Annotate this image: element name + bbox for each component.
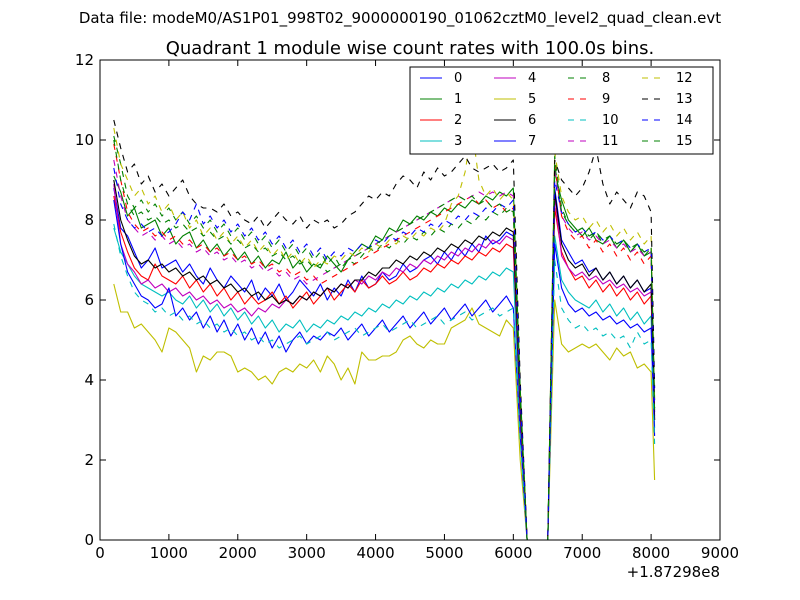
series-6-line [113,179,656,541]
x-tick-label: 4000 [356,544,394,562]
legend-label-11: 11 [602,134,619,149]
series-11-line [113,159,656,541]
series-3-line [113,227,656,541]
legend-label-9: 9 [602,92,610,107]
legend-label-8: 8 [602,71,610,86]
suptitle: Data file: modeM0/AS1P01_998T02_90000001… [79,9,721,28]
series-14-line [113,167,656,541]
x-tick-label: 7000 [563,544,601,562]
x-tick-label: 2000 [219,544,257,562]
series-1-line [113,171,656,541]
x-tick-label: 8000 [632,544,670,562]
series-9-line [113,143,656,541]
legend-label-13: 13 [676,92,693,107]
series-12-line [113,127,656,541]
legend-label-4: 4 [528,71,536,86]
y-tick-label: 10 [75,131,94,149]
x-tick-label: 9000 [701,544,739,562]
legend-label-7: 7 [528,134,536,149]
y-tick-label: 4 [84,371,94,389]
y-tick-label: 8 [84,211,94,229]
y-tick-label: 6 [84,291,94,309]
x-tick-label: 6000 [494,544,532,562]
series-15-line [113,139,656,541]
y-tick-label: 0 [84,531,94,549]
legend-label-5: 5 [528,92,536,107]
y-tick-label: 12 [75,51,94,69]
y-tick-label: 2 [84,451,94,469]
legend-label-15: 15 [676,134,693,149]
x-tick-label: 5000 [425,544,463,562]
series-13-line [113,119,656,541]
legend-label-6: 6 [528,113,536,128]
x-tick-label: 1000 [150,544,188,562]
series-5-line [113,283,656,541]
chart-title: Quadrant 1 module wise count rates with … [166,38,655,59]
x-tick-label: 3000 [288,544,326,562]
legend-label-2: 2 [454,113,462,128]
legend-frame [409,66,714,155]
series-7-line [113,199,656,541]
x-axis: 0 1000 2000 3000 4000 5000 6000 7000 8000 9000 [95,60,739,562]
x-offset-label: +1.87298e8 [627,563,720,581]
series-layer [113,119,656,541]
legend-label-3: 3 [454,134,462,149]
legend-label-10: 10 [602,113,619,128]
legend-label-1: 1 [454,92,462,107]
legend-label-12: 12 [676,71,693,86]
series-4-line [113,183,656,541]
x-tick-label: 0 [95,544,105,562]
legend-label-0: 0 [454,71,462,86]
series-10-line [113,223,656,541]
legend-label-14: 14 [676,113,693,128]
series-0-line [113,187,656,541]
